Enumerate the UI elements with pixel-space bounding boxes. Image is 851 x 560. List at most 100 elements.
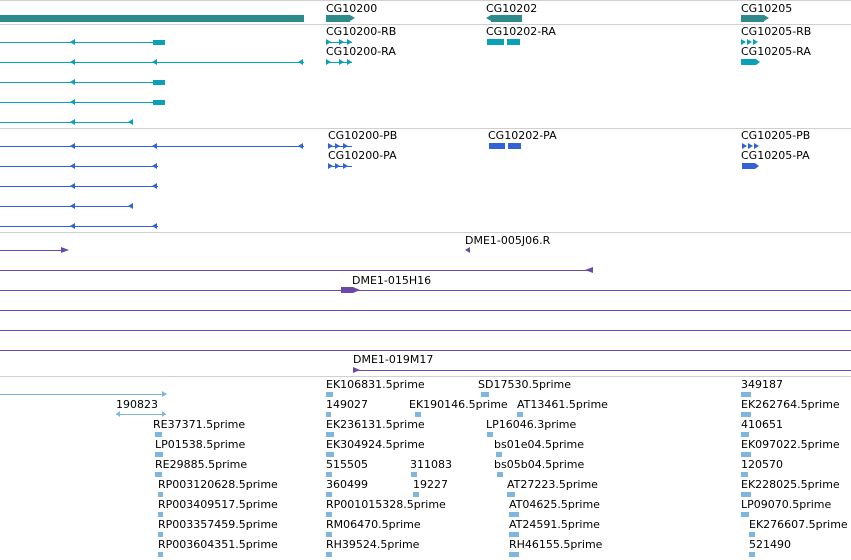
transcript-label[interactable]: CG10200-PB: [328, 129, 398, 142]
transcript-label[interactable]: CG10205-PA: [741, 149, 810, 162]
est-feature: [413, 492, 419, 497]
transcript-line[interactable]: [0, 102, 165, 103]
est-feature: [749, 552, 755, 557]
est-label[interactable]: EK228025.5prime: [741, 478, 840, 491]
est-label[interactable]: 521490: [749, 538, 791, 551]
est-label[interactable]: EK190146.5prime: [409, 398, 508, 411]
transcript-line[interactable]: [0, 82, 165, 83]
gene-arrow: [764, 15, 769, 21]
est-label[interactable]: EK097022.5prime: [741, 438, 840, 451]
transcript-label[interactable]: CG10202-RA: [486, 25, 556, 38]
transcript-label[interactable]: CG10205-PB: [741, 129, 811, 142]
est-label[interactable]: EK236131.5prime: [326, 418, 425, 431]
transcript-label[interactable]: CG10200-RB: [326, 25, 397, 38]
clone-label[interactable]: DME1-015H16: [352, 274, 432, 287]
clone-line[interactable]: [353, 370, 851, 371]
clone-line[interactable]: [0, 330, 851, 331]
est-label[interactable]: AT24591.5prime: [509, 518, 600, 531]
transcript-line[interactable]: [0, 166, 158, 167]
est-label[interactable]: 149027: [326, 398, 368, 411]
est-label[interactable]: AT13461.5prime: [517, 398, 608, 411]
arrow-left-icon: [298, 143, 303, 149]
clone-label[interactable]: DME1-019M17: [353, 353, 434, 366]
est-line[interactable]: [0, 394, 166, 395]
est-label[interactable]: RM06470.5prime: [326, 518, 421, 531]
arrow-right-icon: [755, 163, 759, 169]
arrow-left-icon: [116, 411, 120, 417]
transcript-line[interactable]: [0, 186, 158, 187]
est-label[interactable]: 360499: [326, 478, 368, 491]
est-label[interactable]: 311083: [410, 458, 452, 471]
est-feature: [741, 452, 751, 457]
transcript-label[interactable]: CG10205-RB: [741, 25, 812, 38]
est-feature: [741, 512, 749, 517]
est-label[interactable]: EK276607.5prime: [749, 518, 848, 531]
clone-line[interactable]: [0, 290, 851, 291]
arrow-left-icon: [298, 59, 303, 65]
est-feature: [158, 512, 163, 517]
est-label[interactable]: RE37371.5prime: [153, 418, 246, 431]
est-label[interactable]: RP003409517.5prime: [158, 498, 278, 511]
est-label[interactable]: 120570: [741, 458, 783, 471]
transcript-label[interactable]: CG10200-RA: [326, 45, 396, 58]
exon: [153, 80, 165, 85]
est-feature: [496, 452, 502, 457]
est-feature: [741, 412, 751, 417]
est-label[interactable]: 410651: [741, 418, 783, 431]
est-label[interactable]: EK304924.5prime: [326, 438, 425, 451]
arrow-right-icon: [347, 39, 352, 45]
est-label[interactable]: RP003357459.5prime: [158, 518, 278, 531]
transcript-label[interactable]: CG10202-PA: [488, 129, 557, 142]
transcript-label[interactable]: CG10205-RA: [741, 45, 811, 58]
est-feature: [507, 492, 515, 497]
est-label[interactable]: AT27223.5prime: [507, 478, 598, 491]
est-label[interactable]: LP01538.5prime: [155, 438, 246, 451]
transcript-line[interactable]: [0, 226, 158, 227]
est-label[interactable]: RE29885.5prime: [155, 458, 248, 471]
est-label[interactable]: 19227: [413, 478, 448, 491]
gene-arrow: [486, 15, 491, 21]
gene-feature[interactable]: [326, 15, 350, 22]
transcript-line[interactable]: [0, 42, 165, 43]
arrow-left-icon: [465, 247, 470, 253]
arrow-left-icon: [152, 143, 157, 149]
gene-feature[interactable]: [491, 15, 522, 22]
clone-line[interactable]: [0, 350, 851, 351]
est-line[interactable]: [116, 414, 166, 415]
gene-label[interactable]: CG10205: [741, 2, 793, 15]
est-label[interactable]: RH46155.5prime: [509, 538, 603, 551]
est-label[interactable]: bs01e04.5prime: [494, 438, 585, 451]
transcript-label[interactable]: CG10200-PA: [328, 149, 397, 162]
transcript-line[interactable]: [0, 206, 133, 207]
clone-label[interactable]: DME1-005J06.R: [465, 234, 551, 247]
gene-label[interactable]: CG10202: [486, 2, 538, 15]
est-label[interactable]: RP001015328.5prime: [326, 498, 446, 511]
clone-line[interactable]: [0, 270, 593, 271]
est-label[interactable]: 515505: [326, 458, 368, 471]
est-label[interactable]: EK106831.5prime: [326, 378, 425, 391]
transcript-line[interactable]: [0, 122, 133, 123]
clone-line[interactable]: [0, 310, 851, 311]
est-feature: [326, 532, 332, 537]
gene-feature[interactable]: [0, 15, 304, 22]
est-label[interactable]: LP09070.5prime: [741, 498, 832, 511]
gene-feature[interactable]: [741, 15, 764, 22]
est-label[interactable]: bs05b04.5prime: [494, 458, 585, 471]
est-label[interactable]: RH39524.5prime: [326, 538, 420, 551]
est-feature: [741, 492, 751, 497]
est-feature: [326, 412, 331, 417]
est-label[interactable]: LP16046.3prime: [486, 418, 577, 431]
clone-line[interactable]: [0, 250, 66, 251]
gene-label[interactable]: CG10200: [326, 2, 378, 15]
est-label[interactable]: AT04625.5prime: [509, 498, 600, 511]
est-label[interactable]: 349187: [741, 378, 783, 391]
est-feature: [497, 472, 503, 477]
est-label[interactable]: SD17530.5prime: [478, 378, 571, 391]
est-label[interactable]: RP003120628.5prime: [158, 478, 278, 491]
est-label[interactable]: EK262764.5prime: [741, 398, 840, 411]
est-label[interactable]: 190823: [116, 398, 158, 411]
est-feature: [749, 532, 755, 537]
est-label[interactable]: RP003604351.5prime: [158, 538, 278, 551]
arrow-left-icon: [585, 267, 593, 273]
est-feature: [326, 392, 333, 397]
